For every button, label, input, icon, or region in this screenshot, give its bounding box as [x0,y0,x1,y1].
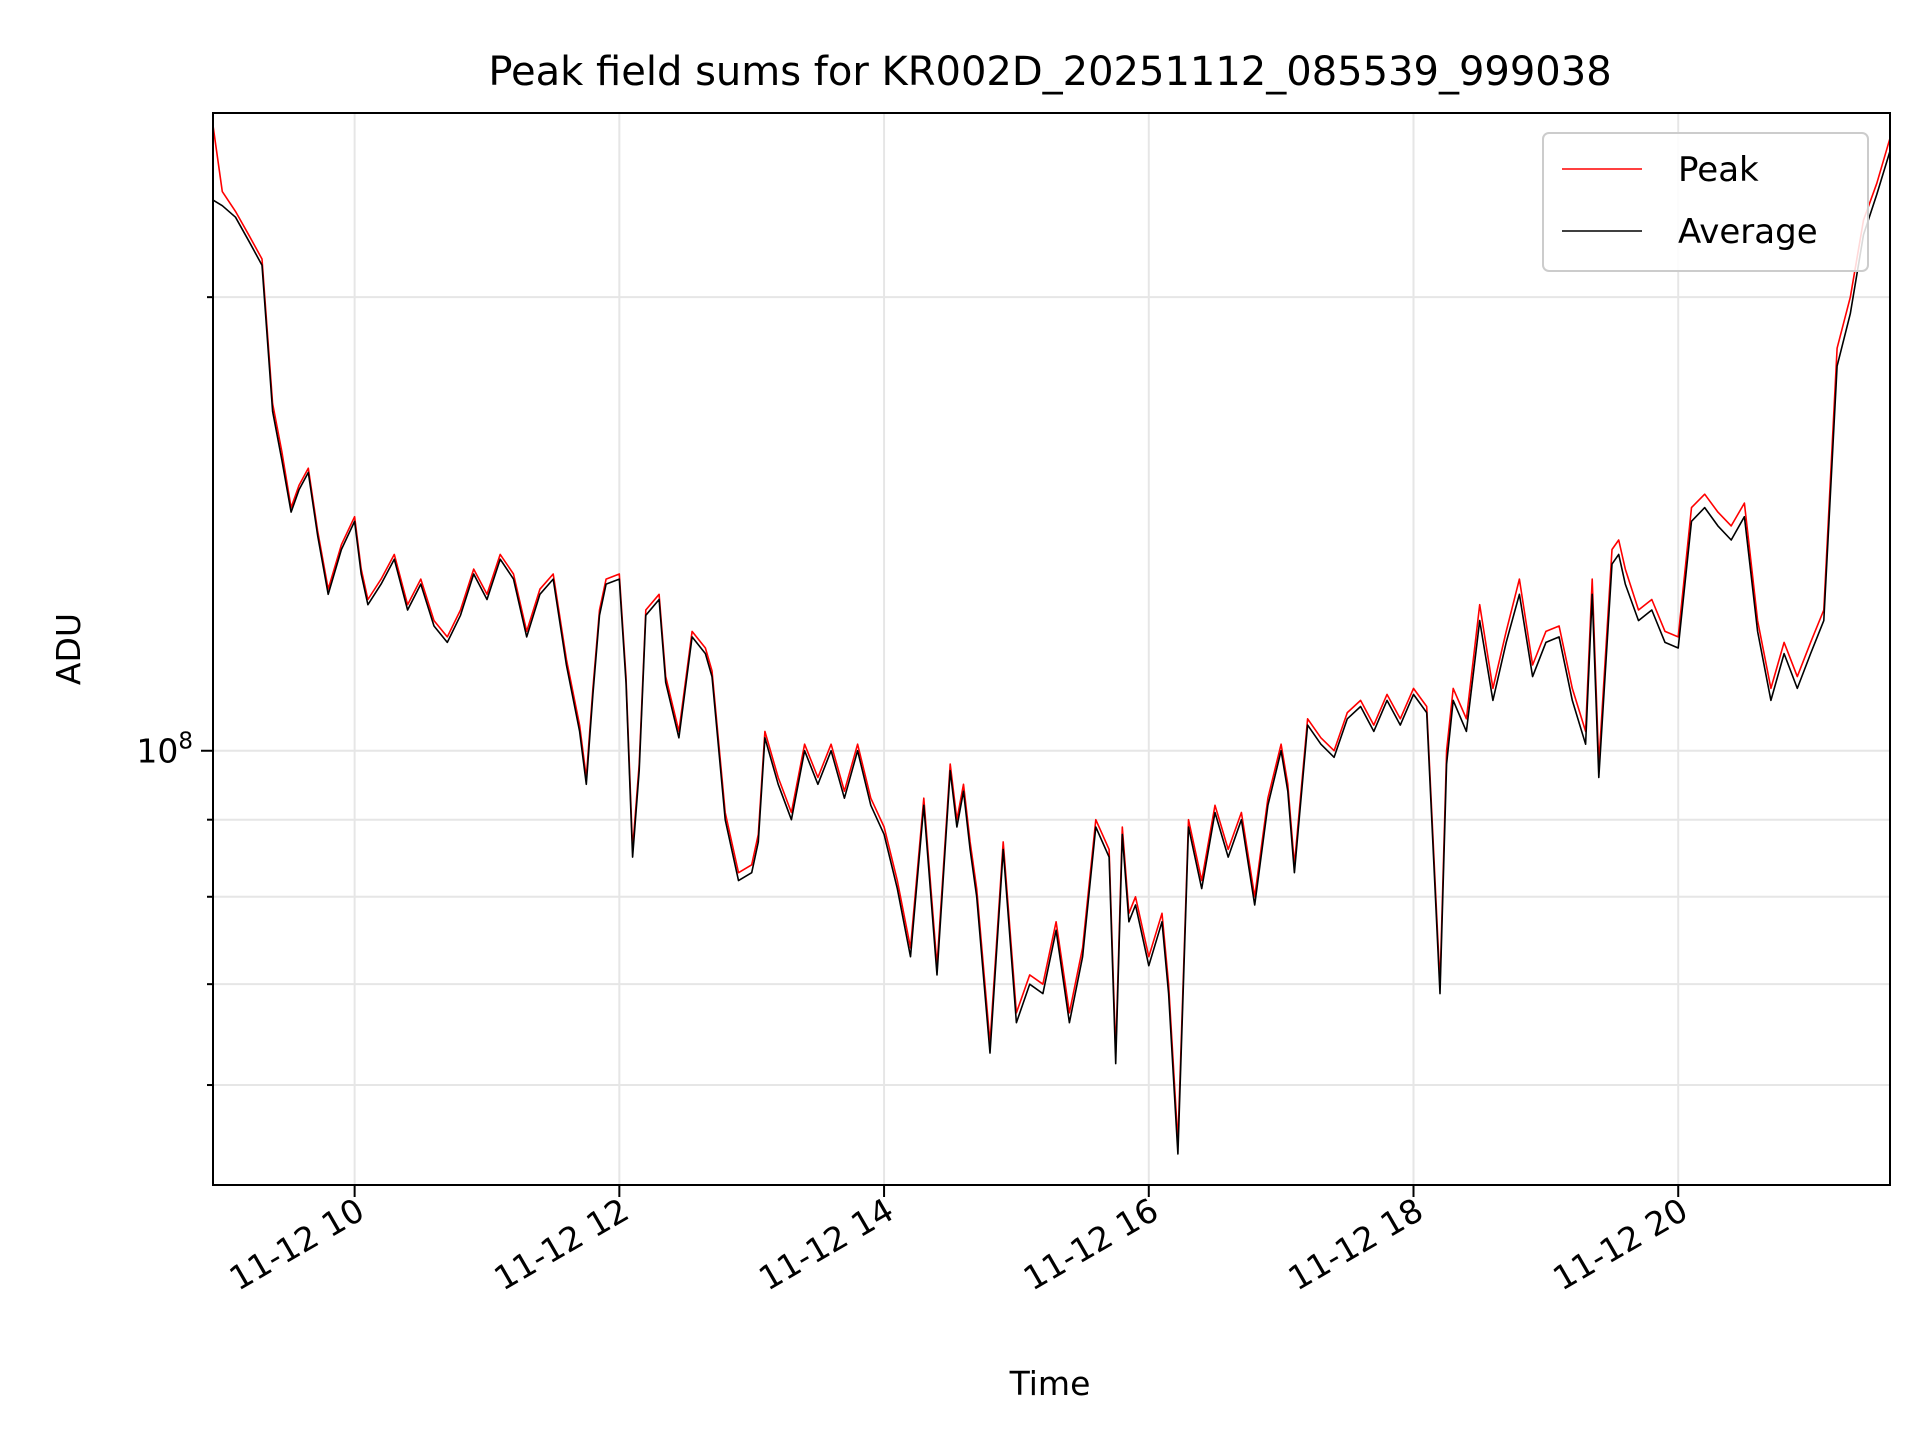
y-tick-label: 108 [136,729,193,771]
plot-frame [212,112,1891,1186]
x-axis-label: Time [1009,1364,1091,1403]
legend-average-label: Average [1678,212,1818,252]
legend-peak-label: Peak [1678,150,1759,190]
y-axis-ticks: 108 [136,296,213,1087]
chart-title: Peak field sums for KR002D_20251112_0855… [488,49,1611,95]
series-lines [213,125,1890,1155]
y-axis-label: ADU [49,613,88,685]
legend-box [1542,132,1869,272]
legend: Peak Average [1542,132,1869,272]
grid-lines [213,113,1890,1185]
series-line-average [213,150,1890,1155]
